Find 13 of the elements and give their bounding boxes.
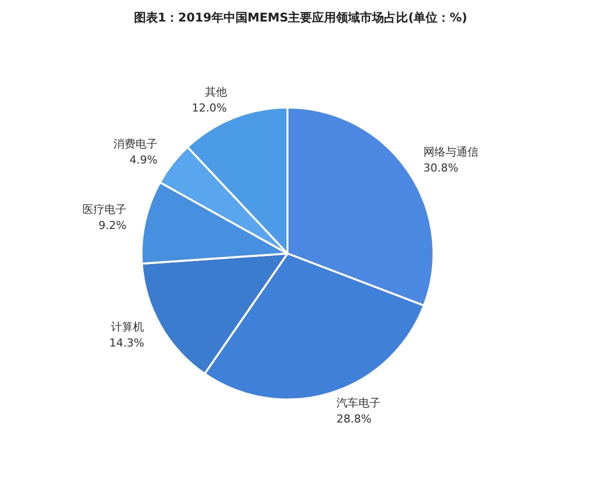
slice-label: 网络与通信 <box>423 145 478 158</box>
data-label: 14.3% <box>109 336 144 350</box>
slice-label: 医疗电子 <box>82 203 126 216</box>
data-label: 12.0% <box>192 102 227 115</box>
data-label: 30.8% <box>423 161 458 174</box>
chart-title: 图表1：2019年中国MEMS主要应用领域市场占比(单位：%) <box>134 10 468 24</box>
data-label: 9.2% <box>98 219 126 232</box>
data-label: 4.9% <box>130 153 158 166</box>
slice-label: 汽车电子 <box>336 396 381 410</box>
slice-label: 计算机 <box>111 320 144 334</box>
slice-label: 其他 <box>204 86 227 99</box>
data-label: 28.8% <box>336 412 372 426</box>
slice-label: 消费电子 <box>113 137 158 150</box>
